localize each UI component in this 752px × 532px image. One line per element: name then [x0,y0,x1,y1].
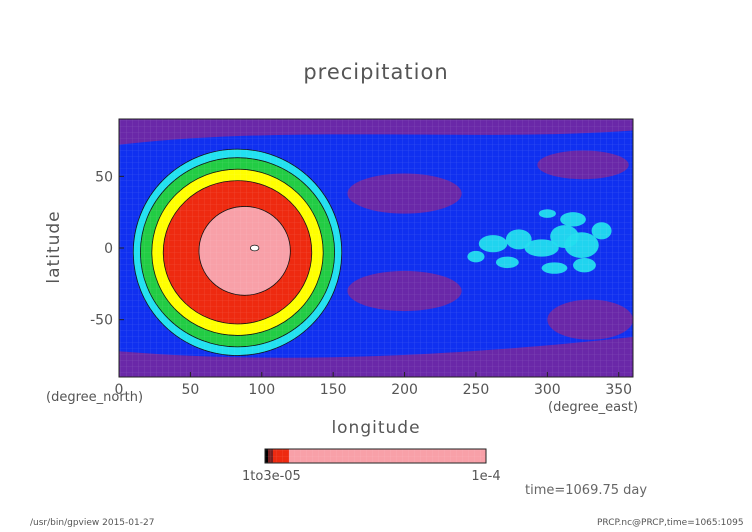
y-tick-label: 50 [95,169,113,185]
x-tick-label: 350 [605,382,632,398]
time-label: time=1069.75 day [525,483,648,498]
colorbar-frame [264,448,487,464]
footer-right: PRCP.nc@PRCP,time=1065:1095 [597,518,744,528]
y-axis-unit: (degree_north) [46,390,144,405]
x-axis-unit: (degree_east) [548,400,639,415]
x-tick-label: 300 [534,382,561,398]
y-axis-label: latitude [44,210,64,284]
y-tick-label: 0 [104,241,113,257]
x-tick-label: 0 [115,382,124,398]
y-tick-label: -50 [90,313,113,329]
plot-grid-overlay [119,119,633,377]
colorbar-label-right: 1e-4 [471,469,500,484]
x-tick-label: 50 [181,382,199,398]
x-tick-label: 200 [391,382,418,398]
x-tick-label: 250 [463,382,490,398]
chart-title: precipitation [303,60,449,84]
colorbar-hatch [265,449,486,463]
colorbar-label-left: 1to3e-05 [242,469,301,484]
footer-left: /usr/bin/gpview 2015-01-27 [30,518,155,528]
x-tick-label: 100 [248,382,275,398]
x-axis-label: longitude [331,418,421,438]
x-tick-label: 150 [320,382,347,398]
